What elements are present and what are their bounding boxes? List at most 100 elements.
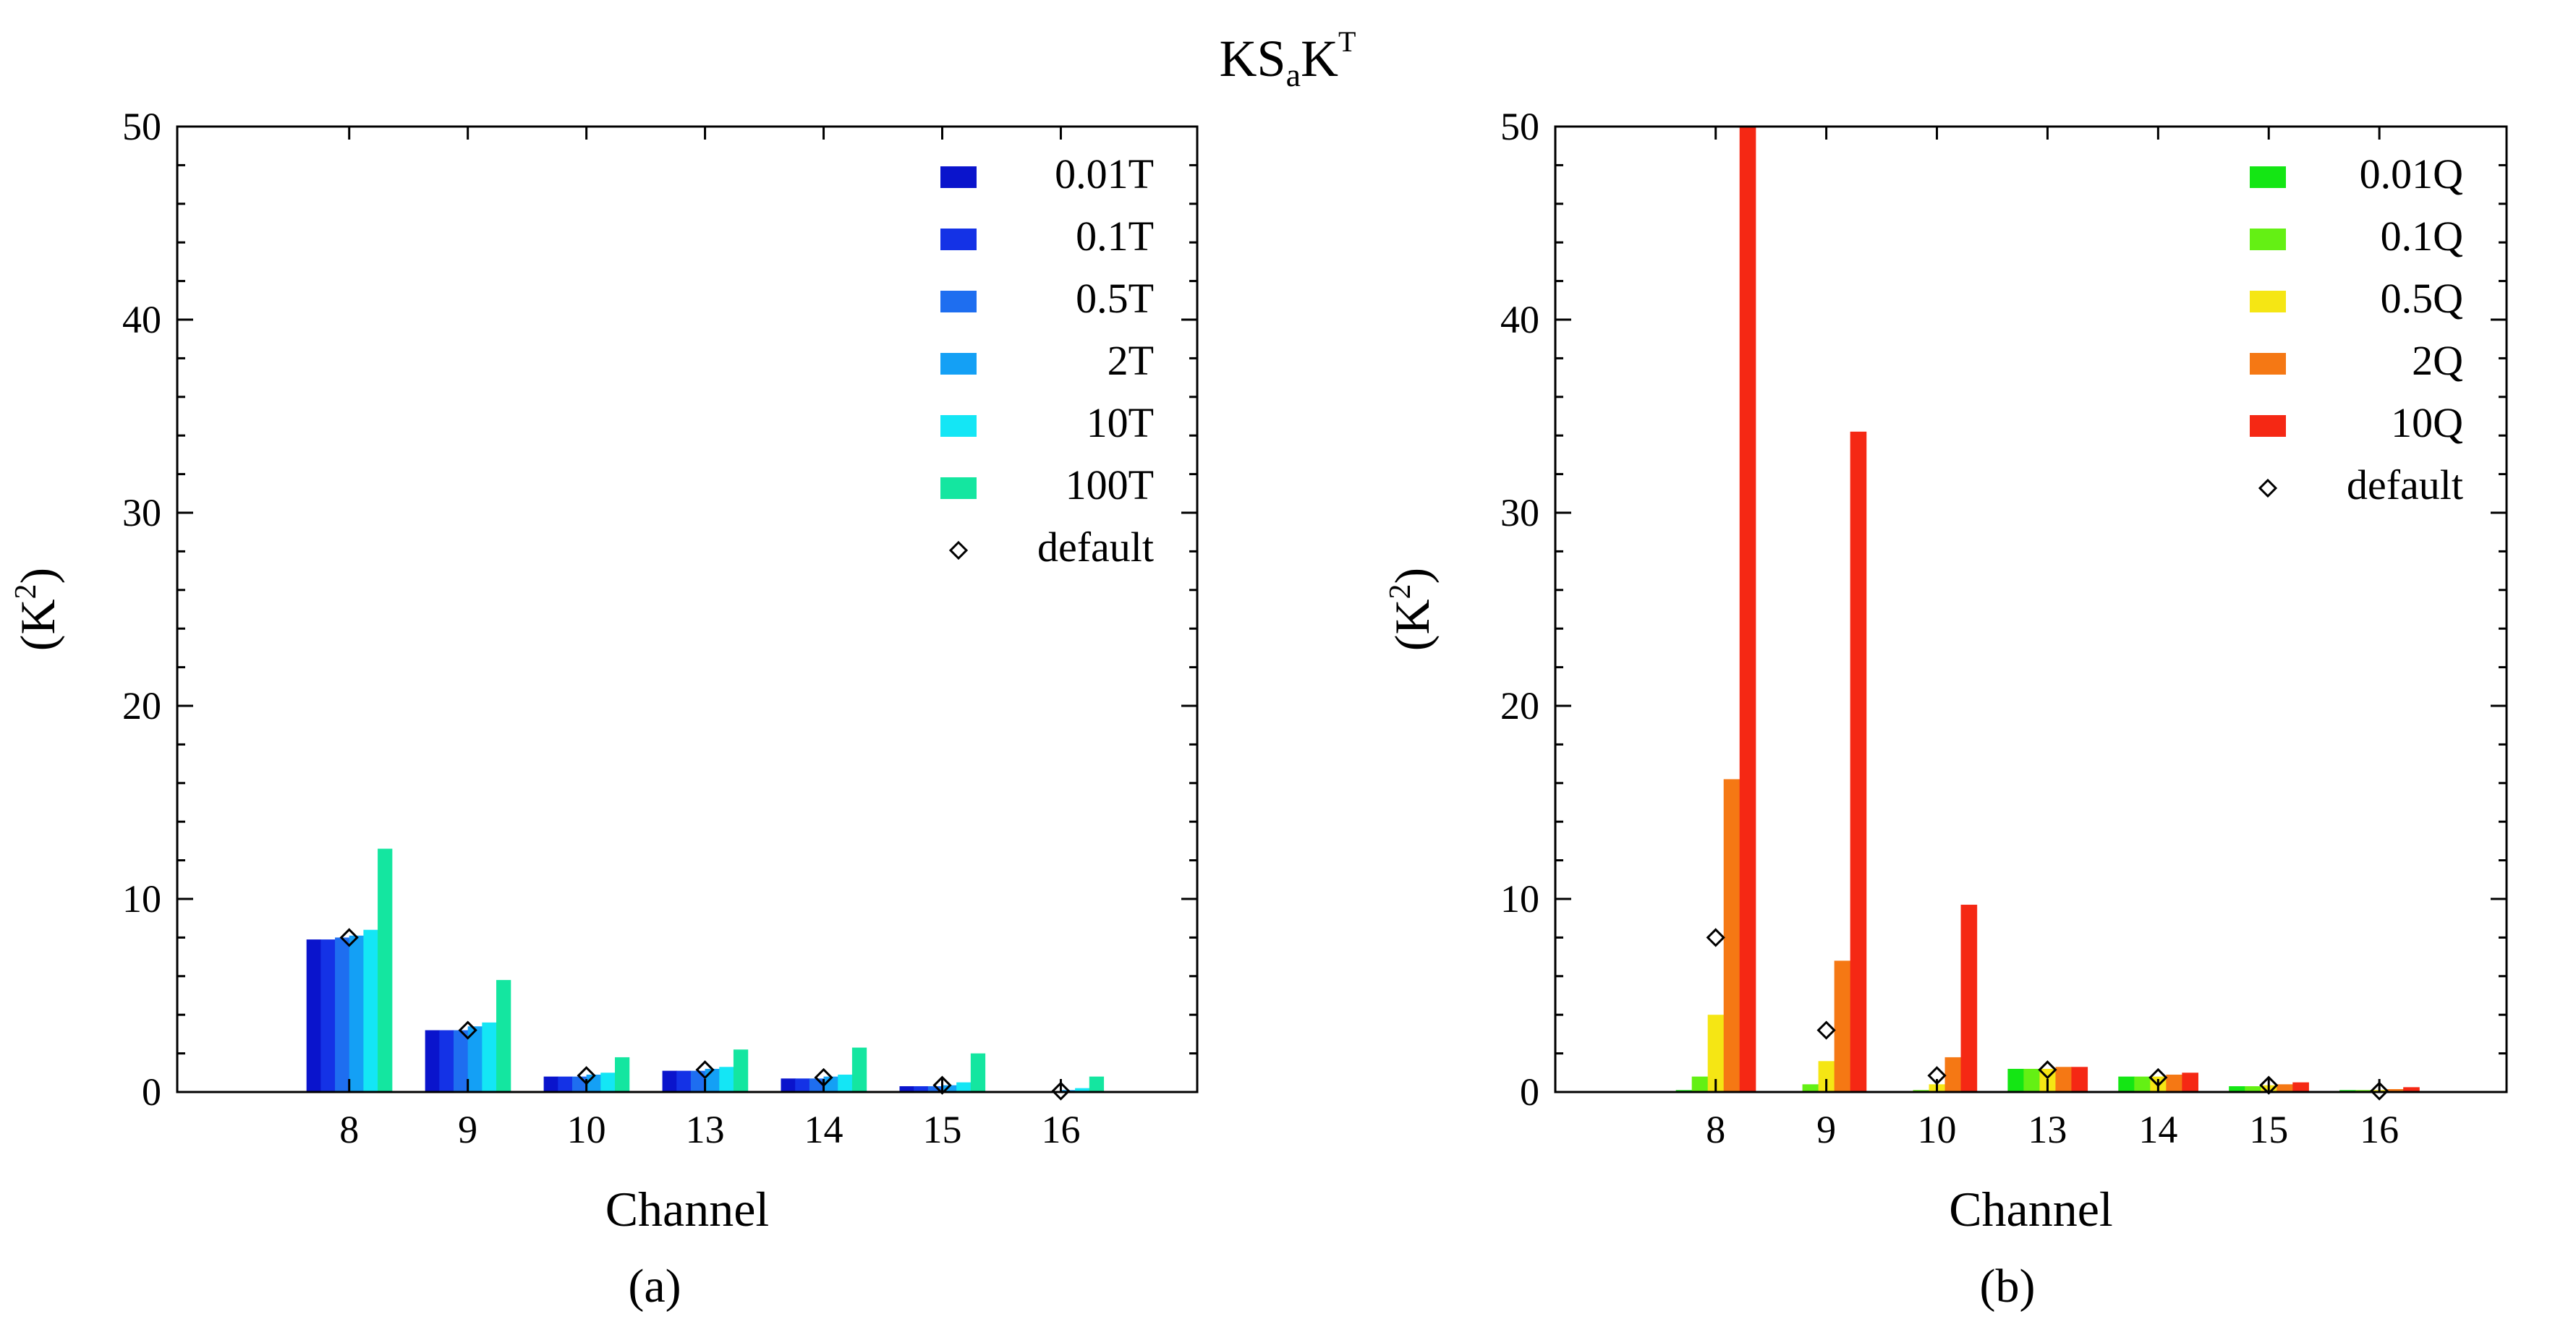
default-marker-ch16	[1051, 1081, 1071, 1101]
legend-swatch-10T	[940, 415, 977, 437]
bar-0.01T-ch9	[425, 1030, 440, 1092]
bar-100T-ch8	[378, 848, 393, 1092]
bar-0.01Q-ch14	[2118, 1076, 2135, 1092]
bars-group	[306, 848, 1105, 1092]
panel-label: (b)	[1980, 1260, 2036, 1313]
bar-10Q-ch15	[2292, 1082, 2309, 1092]
bar-10Q-ch14	[2182, 1072, 2198, 1092]
bar-10Q-ch8	[1739, 127, 1756, 1092]
bar-10T-ch9	[482, 1022, 497, 1092]
x-tick-label: 16	[1041, 1108, 1080, 1151]
bars-group	[1675, 127, 2420, 1092]
chart-panel-a: 8 9 10 13 14 15 1601020304050Channel(K2)0.01T0…	[9, 105, 1199, 1313]
legend-swatch-0.5Q	[2250, 291, 2286, 312]
bar-0.01T-ch15	[899, 1086, 914, 1092]
bar-2T-ch8	[349, 935, 364, 1092]
bar-0.1T-ch15	[914, 1086, 929, 1092]
x-tick-label: 10	[1918, 1108, 1957, 1151]
legend-label: default	[2347, 461, 2463, 508]
bar-0.5T-ch10	[571, 1076, 587, 1092]
legend-label: 2T	[1108, 337, 1154, 384]
bar-2T-ch13	[705, 1068, 720, 1092]
bar-0.1Q-ch15	[2245, 1086, 2261, 1092]
bar-0.01T-ch8	[306, 939, 321, 1092]
legend-label: 0.01Q	[2360, 150, 2463, 197]
bar-100T-ch16	[1089, 1076, 1105, 1092]
bar-2Q-ch13	[2055, 1067, 2073, 1092]
bar-10T-ch15	[956, 1082, 972, 1092]
default-marker-ch15	[2259, 1075, 2279, 1095]
legend-label: 0.01T	[1055, 150, 1154, 197]
bar-0.1Q-ch8	[1691, 1076, 1709, 1092]
x-tick-label: 14	[804, 1108, 843, 1151]
y-tick-label: 10	[1500, 877, 1539, 921]
bar-2T-ch9	[467, 1026, 483, 1092]
bar-0.5T-ch9	[454, 1030, 469, 1092]
y-tick-label: 30	[1500, 491, 1539, 534]
bar-2Q-ch10	[1944, 1057, 1962, 1092]
bar-0.01T-ch10	[543, 1076, 558, 1092]
x-tick-label: 15	[2249, 1108, 2288, 1151]
bar-0.1T-ch8	[320, 939, 336, 1092]
default-marker-ch8	[339, 928, 359, 947]
y-axis-title: (K2)	[9, 568, 65, 651]
bar-0.1Q-ch13	[2023, 1068, 2041, 1092]
plot-frame	[1554, 125, 2508, 1093]
bar-2Q-ch8	[1723, 779, 1740, 1092]
y-tick-label: 40	[1500, 298, 1539, 341]
bar-2Q-ch15	[2277, 1084, 2293, 1092]
bar-100T-ch14	[851, 1047, 867, 1092]
y-tick-label: 50	[122, 105, 161, 148]
x-tick-label: 14	[2138, 1108, 2177, 1151]
legend-swatch-10Q	[2250, 415, 2286, 437]
x-tick-label: 9	[458, 1108, 477, 1151]
bar-0.1Q-ch9	[1802, 1084, 1819, 1092]
y-tick-label: 10	[122, 877, 161, 921]
bar-10T-ch13	[719, 1067, 734, 1092]
bar-0.1T-ch14	[795, 1078, 810, 1092]
legend-swatch-0.01Q	[2250, 166, 2286, 188]
bar-10Q-ch13	[2071, 1067, 2088, 1092]
bar-10Q-ch10	[1960, 905, 1978, 1092]
default-marker-ch8	[1706, 928, 1725, 947]
default-marker-ch13	[695, 1060, 715, 1080]
legend-swatch-0.01T	[940, 166, 977, 188]
bar-0.01T-ch14	[781, 1078, 796, 1092]
bar-0.5T-ch14	[809, 1078, 825, 1092]
bar-0.1T-ch13	[676, 1070, 692, 1092]
bar-10T-ch16	[1075, 1088, 1090, 1092]
legend-swatch-100T	[940, 477, 977, 499]
default-marker-ch9	[1816, 1020, 1836, 1040]
x-tick-label: 10	[567, 1108, 606, 1151]
x-tick-label: 8	[1706, 1108, 1725, 1151]
bar-10T-ch10	[600, 1072, 616, 1092]
y-tick-label: 20	[1500, 684, 1539, 728]
x-tick-label: 8	[339, 1108, 359, 1151]
bar-10T-ch8	[363, 929, 378, 1092]
x-axis-title: Channel	[1949, 1182, 2113, 1237]
legend-label: 0.1T	[1076, 213, 1154, 260]
bar-10Q-ch16	[2403, 1087, 2420, 1092]
bar-0.01Q-ch13	[2007, 1068, 2025, 1092]
default-marker-ch9	[458, 1020, 477, 1040]
x-tick-label: 13	[686, 1108, 725, 1151]
plot-frame	[176, 125, 1199, 1093]
x-axis-title: Channel	[605, 1182, 770, 1237]
bar-2Q-ch16	[2387, 1088, 2404, 1092]
legend-label: 100T	[1066, 461, 1154, 508]
y-tick-label: 0	[1520, 1070, 1539, 1114]
bar-0.01Q-ch15	[2229, 1086, 2245, 1092]
figure-title: KSaKT	[1220, 25, 1356, 93]
chart-panel-b: 8 9 10 13 14 15 1601020304050Channel(K2)0.01Q0…	[1384, 105, 2508, 1313]
y-tick-label: 20	[122, 684, 161, 728]
bar-0.5T-ch8	[335, 937, 350, 1092]
legend-default-marker	[948, 540, 969, 560]
x-tick-label: 13	[2028, 1108, 2067, 1151]
legend-swatch-2Q	[2250, 353, 2286, 375]
bar-0.5T-ch13	[690, 1070, 706, 1092]
bar-100T-ch10	[614, 1057, 630, 1092]
legend-label: 0.1Q	[2381, 213, 2463, 260]
legend-label: default	[1037, 524, 1154, 571]
y-tick-label: 30	[122, 491, 161, 534]
